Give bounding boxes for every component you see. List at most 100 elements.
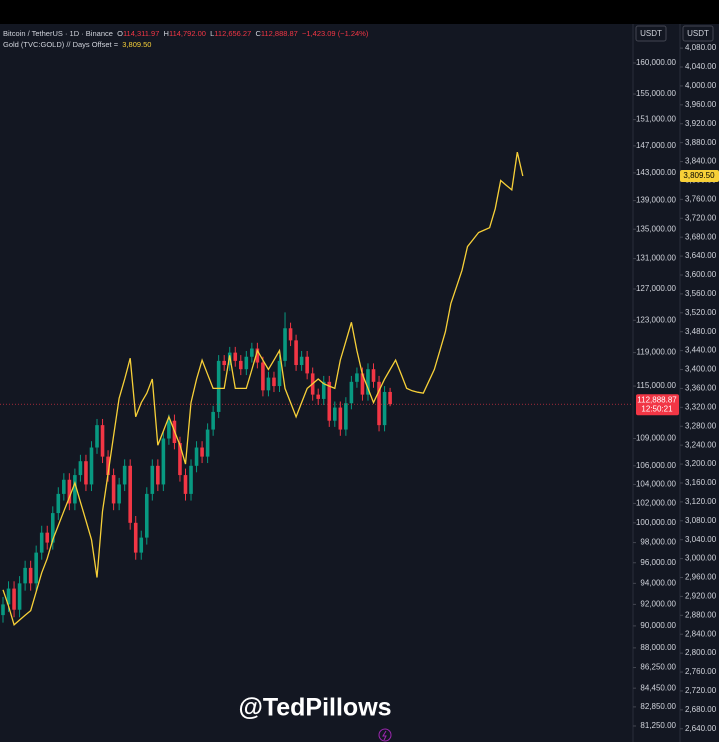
candle-body bbox=[333, 407, 337, 421]
y2-tick-label: 3,480.00 bbox=[685, 327, 717, 336]
ohlc-value: 114,311.97 bbox=[122, 29, 160, 38]
candle-body bbox=[56, 493, 61, 514]
candle-body bbox=[244, 356, 249, 370]
y-tick-label: 92,000.00 bbox=[640, 600, 676, 609]
symbol: Bitcoin / TetherUS · 1D · Binance bbox=[3, 29, 113, 38]
candle-body bbox=[316, 394, 321, 399]
candle-body bbox=[261, 362, 265, 391]
y2-tick-label: 3,600.00 bbox=[685, 270, 717, 279]
ohlc-key: C bbox=[255, 29, 261, 38]
candle-body bbox=[355, 373, 359, 382]
y2-tick-label: 4,000.00 bbox=[685, 81, 717, 90]
candle-body bbox=[178, 442, 182, 476]
y2-tick-label: 3,360.00 bbox=[685, 384, 717, 393]
y-tick-label: 127,000.00 bbox=[636, 284, 677, 293]
candle-body bbox=[238, 360, 243, 370]
y2-tick-label: 2,680.00 bbox=[685, 705, 717, 714]
candle-body bbox=[17, 583, 22, 610]
candle-body bbox=[106, 456, 110, 476]
y-tick-label: 135,000.00 bbox=[636, 224, 677, 233]
candle-body bbox=[133, 522, 138, 553]
series-name: Gold (TVC:GOLD) // Days Offset = bbox=[3, 40, 119, 49]
candle-body bbox=[139, 537, 144, 553]
candle-body bbox=[156, 465, 160, 485]
candle-body bbox=[117, 484, 121, 504]
y-tick-label: 143,000.00 bbox=[636, 168, 677, 177]
y2-tick-label: 2,760.00 bbox=[685, 667, 717, 676]
y2-tick-label: 3,320.00 bbox=[685, 402, 717, 411]
series-value: 3,809.50 bbox=[122, 40, 152, 49]
y-tick-label: 102,000.00 bbox=[636, 499, 677, 508]
candle-body bbox=[366, 369, 370, 395]
candle-body bbox=[128, 465, 132, 523]
candle-body bbox=[6, 588, 11, 605]
y-tick-label: 94,000.00 bbox=[640, 578, 676, 587]
candle-body bbox=[89, 447, 94, 485]
plot bbox=[0, 151, 633, 626]
candle-body bbox=[84, 461, 88, 485]
y-tick-label: 98,000.00 bbox=[640, 538, 676, 547]
price-label: 112,888.87 bbox=[637, 395, 677, 404]
y2-tick-label: 3,200.00 bbox=[685, 459, 717, 468]
y2-tick-label: 2,920.00 bbox=[685, 592, 717, 601]
ohlc-value: 114,792.00 bbox=[168, 29, 206, 38]
candle-body bbox=[371, 369, 376, 382]
axis-unit: USDT bbox=[640, 29, 662, 38]
candle-body bbox=[222, 360, 226, 366]
y-tick-label: 88,000.00 bbox=[640, 643, 676, 652]
candle-body bbox=[111, 475, 116, 504]
candle-body bbox=[34, 552, 38, 584]
candle-body bbox=[338, 407, 343, 430]
candle-body bbox=[1, 604, 5, 616]
candle-body bbox=[277, 360, 282, 387]
candle-body bbox=[327, 381, 332, 421]
y2-tick-label: 3,520.00 bbox=[685, 308, 717, 317]
candle-body bbox=[388, 391, 392, 405]
watermark: @TedPillows bbox=[238, 694, 391, 722]
y-tick-label: 106,000.00 bbox=[636, 461, 677, 470]
lightning-icon[interactable] bbox=[378, 728, 392, 742]
candle-body bbox=[189, 465, 193, 494]
candle-body bbox=[23, 567, 27, 584]
candle-body bbox=[78, 461, 83, 476]
countdown: 12:50:21 bbox=[641, 404, 673, 413]
candle-body bbox=[266, 377, 271, 391]
candle-body bbox=[28, 567, 33, 584]
axis-unit: USDT bbox=[687, 29, 709, 38]
price-label: 3,809.50 bbox=[683, 171, 715, 180]
y-tick-label: 151,000.00 bbox=[636, 115, 677, 124]
y2-tick-label: 3,160.00 bbox=[685, 478, 717, 487]
candle-body bbox=[95, 425, 99, 448]
y2-tick-label: 3,440.00 bbox=[685, 346, 717, 355]
candle-body bbox=[283, 328, 287, 361]
y-tick-label: 82,850.00 bbox=[640, 702, 676, 711]
legend: Bitcoin / TetherUS · 1D · Binance O114,3… bbox=[3, 28, 368, 50]
unit-box[interactable] bbox=[635, 25, 667, 42]
unit-box[interactable] bbox=[682, 25, 714, 42]
candle-body bbox=[382, 391, 387, 426]
gold-legend: Gold (TVC:GOLD) // Days Offset = 3,809.5… bbox=[3, 39, 368, 50]
candle-body bbox=[344, 403, 348, 430]
y2-tick-label: 3,720.00 bbox=[685, 213, 717, 222]
y2-tick-label: 2,640.00 bbox=[685, 724, 717, 733]
y-tick-label: 160,000.00 bbox=[636, 58, 677, 67]
y2-tick-label: 3,280.00 bbox=[685, 421, 717, 430]
ohlc-key: L bbox=[210, 29, 215, 38]
y2-tick-label: 2,840.00 bbox=[685, 629, 717, 638]
ohlc-value: 112,888.87 bbox=[260, 29, 298, 38]
chart-background bbox=[0, 24, 719, 742]
change: −1,423.09 (−1.24%) bbox=[302, 29, 369, 38]
y-tick-label: 147,000.00 bbox=[636, 141, 677, 150]
y-tick-label: 139,000.00 bbox=[636, 196, 677, 205]
y-tick-label: 96,000.00 bbox=[640, 558, 676, 567]
candle-body bbox=[288, 328, 293, 341]
y2-tick-label: 3,080.00 bbox=[685, 516, 717, 525]
candle-body bbox=[144, 493, 149, 538]
y2-tick-label: 3,960.00 bbox=[685, 100, 717, 109]
y2-tick-label: 4,080.00 bbox=[685, 43, 717, 52]
candle-body bbox=[122, 465, 127, 485]
candle-body bbox=[167, 420, 171, 439]
candle-body bbox=[39, 532, 44, 553]
y-tick-label: 115,000.00 bbox=[637, 381, 677, 390]
